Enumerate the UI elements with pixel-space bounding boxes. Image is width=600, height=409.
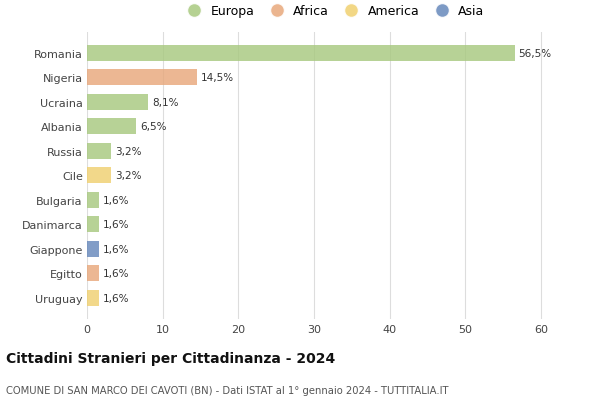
- Text: 56,5%: 56,5%: [518, 49, 551, 58]
- Text: COMUNE DI SAN MARCO DEI CAVOTI (BN) - Dati ISTAT al 1° gennaio 2024 - TUTTITALIA: COMUNE DI SAN MARCO DEI CAVOTI (BN) - Da…: [6, 384, 449, 395]
- Text: 14,5%: 14,5%: [200, 73, 233, 83]
- Text: 1,6%: 1,6%: [103, 244, 130, 254]
- Bar: [87, 192, 99, 208]
- Bar: [87, 46, 515, 62]
- Bar: [87, 290, 99, 306]
- Text: 3,2%: 3,2%: [115, 171, 142, 181]
- Bar: [87, 168, 111, 184]
- Text: 1,6%: 1,6%: [103, 293, 130, 303]
- Text: 8,1%: 8,1%: [152, 98, 179, 108]
- Bar: [87, 144, 111, 160]
- Bar: [87, 94, 148, 110]
- Bar: [87, 241, 99, 257]
- Bar: [87, 119, 136, 135]
- Text: 6,5%: 6,5%: [140, 122, 166, 132]
- Bar: [87, 217, 99, 233]
- Legend: Europa, Africa, America, Asia: Europa, Africa, America, Asia: [179, 3, 487, 21]
- Text: 1,6%: 1,6%: [103, 196, 130, 205]
- Bar: [87, 266, 99, 281]
- Bar: [87, 70, 197, 86]
- Text: 3,2%: 3,2%: [115, 146, 142, 156]
- Text: Cittadini Stranieri per Cittadinanza - 2024: Cittadini Stranieri per Cittadinanza - 2…: [6, 351, 335, 365]
- Text: 1,6%: 1,6%: [103, 269, 130, 279]
- Text: 1,6%: 1,6%: [103, 220, 130, 230]
